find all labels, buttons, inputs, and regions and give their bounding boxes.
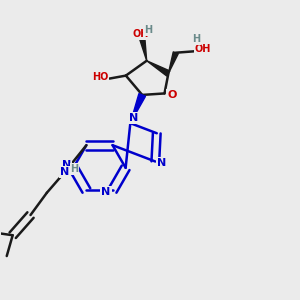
Text: H: H — [144, 25, 152, 35]
Text: OH: OH — [194, 44, 211, 54]
Polygon shape — [147, 61, 170, 76]
Text: N: N — [62, 160, 71, 170]
Text: N: N — [157, 158, 167, 168]
Text: N: N — [60, 167, 69, 177]
Text: OH: OH — [133, 29, 149, 39]
Text: HO: HO — [92, 72, 108, 82]
Text: H: H — [70, 164, 79, 174]
Polygon shape — [168, 52, 178, 74]
Polygon shape — [140, 38, 147, 61]
Text: O: O — [167, 90, 177, 100]
Text: H: H — [193, 34, 201, 44]
Polygon shape — [130, 94, 146, 123]
Text: N: N — [129, 113, 139, 123]
Text: N: N — [101, 187, 111, 197]
